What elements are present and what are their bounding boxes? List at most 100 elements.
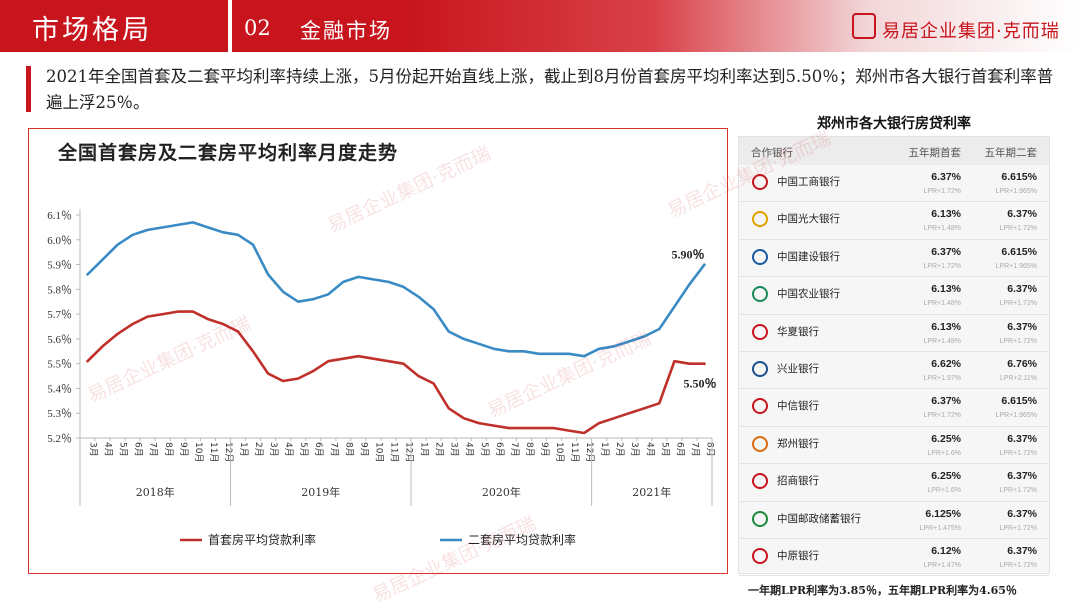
second-home-lpr: LPR+1.965% bbox=[995, 188, 1037, 195]
x-tick-label: 8月 bbox=[524, 442, 535, 457]
bank-name: 华夏银行 bbox=[777, 325, 819, 338]
x-tick-label: 4月 bbox=[464, 442, 475, 457]
x-tick-label: 12月 bbox=[584, 442, 595, 462]
x-tick-label: 11月 bbox=[388, 442, 399, 462]
bank-name: 中国光大银行 bbox=[777, 213, 840, 226]
second-home-rate: 6.37% bbox=[1007, 320, 1037, 333]
zzbank-logo-icon bbox=[752, 435, 768, 452]
psbc-logo-icon bbox=[752, 510, 768, 527]
year-label: 2018年 bbox=[136, 485, 175, 499]
first-home-lpr: LPR+1.72% bbox=[923, 262, 961, 270]
legend-label: 首套房平均贷款利率 bbox=[208, 532, 316, 547]
x-tick-label: 3月 bbox=[268, 442, 279, 457]
y-tick-label: 5.2％ bbox=[47, 433, 72, 445]
abc-logo-icon bbox=[752, 286, 768, 303]
year-label: 2020年 bbox=[482, 485, 521, 499]
bank-name: 中国邮政储蓄银行 bbox=[777, 512, 861, 525]
zybank-logo-icon bbox=[752, 548, 768, 564]
bank-row: 中国邮政储蓄银行 6.125% LPR+1.475% 6.37% LPR+1.72% bbox=[739, 502, 1049, 539]
bank-row: 中信银行 6.37% LPR+1.72% 6.615% LPR+1.965% bbox=[739, 389, 1049, 427]
second-home-rate: 6.37% bbox=[1007, 283, 1037, 296]
second-home-rate: 6.37% bbox=[1007, 545, 1037, 557]
section-header-band bbox=[0, 0, 228, 52]
x-tick-label: 4月 bbox=[103, 442, 114, 457]
second-home-lpr: LPR+2.11% bbox=[999, 375, 1037, 382]
bank-row: 中国光大银行 6.13% LPR+1.48% 6.37% LPR+1.72% bbox=[739, 202, 1049, 240]
second-home-lpr: LPR+1.965% bbox=[995, 412, 1037, 420]
x-tick-label: 11月 bbox=[208, 442, 219, 462]
y-tick-label: 6.0％ bbox=[47, 235, 72, 247]
x-tick-label: 3月 bbox=[629, 442, 640, 457]
y-tick-label: 5.8％ bbox=[47, 284, 72, 296]
first-home-lpr: LPR+1.6% bbox=[927, 487, 961, 495]
cib-logo-icon bbox=[752, 361, 768, 377]
x-tick-label: 10月 bbox=[554, 442, 565, 462]
first-home-rate: 6.37% bbox=[931, 171, 961, 183]
x-tick-label: 5月 bbox=[659, 442, 670, 457]
bank-name: 兴业银行 bbox=[777, 363, 819, 375]
ccb-logo-icon bbox=[752, 248, 768, 265]
brand-name: 易居企业集团·克而瑞 bbox=[882, 21, 1060, 42]
bank-name: 中原银行 bbox=[777, 550, 819, 562]
x-tick-label: 6月 bbox=[494, 442, 505, 457]
second-home-lpr: LPR+1.72% bbox=[999, 300, 1037, 308]
first-home-rate: 6.13% bbox=[931, 283, 961, 296]
y-tick-label: 5.4％ bbox=[47, 383, 72, 395]
first-home-rate: 6.13% bbox=[931, 208, 961, 221]
x-tick-label: 4月 bbox=[644, 442, 655, 457]
chart-panel bbox=[28, 128, 728, 574]
section-title: 市场格局 bbox=[32, 15, 152, 46]
bank-rate-table: 合作银行 五年期首套 五年期二套 中国工商银行 6.37% LPR+1.72% 6.6… bbox=[738, 136, 1050, 577]
bank-name: 中信银行 bbox=[777, 400, 819, 413]
second-home-rate: 6.615% bbox=[1001, 395, 1037, 408]
bank-name: 中国农业银行 bbox=[777, 288, 840, 301]
y-tick-label: 5.6％ bbox=[47, 334, 72, 346]
first-home-lpr: LPR+1.97% bbox=[923, 375, 961, 382]
x-tick-label: 8月 bbox=[343, 442, 354, 457]
bank-row: 中原银行 6.12% LPR+1.47% 6.37% LPR+1.72% bbox=[739, 539, 1049, 577]
hxb-logo-icon bbox=[752, 323, 768, 340]
first-home-rate: 6.37% bbox=[931, 245, 961, 258]
first-home-lpr: LPR+1.475% bbox=[919, 524, 961, 532]
x-tick-label: 6月 bbox=[674, 442, 685, 457]
x-tick-label: 10月 bbox=[193, 442, 204, 462]
second-home-rate: 6.37% bbox=[1007, 507, 1037, 520]
x-tick-label: 7月 bbox=[328, 442, 339, 457]
x-tick-label: 9月 bbox=[539, 442, 550, 457]
icbc-logo-icon bbox=[752, 174, 768, 190]
x-tick-label: 2月 bbox=[614, 442, 625, 457]
first-home-rate: 6.13% bbox=[931, 320, 961, 333]
first-home-rate: 6.25% bbox=[931, 470, 961, 483]
x-tick-label: 5月 bbox=[298, 442, 309, 457]
x-tick-label: 7月 bbox=[689, 442, 700, 457]
header-second-home: 五年期二套 bbox=[984, 147, 1038, 159]
x-tick-label: 3月 bbox=[449, 442, 460, 457]
first-home-lpr: LPR+1.48% bbox=[923, 225, 961, 233]
x-tick-label: 1月 bbox=[599, 442, 610, 457]
x-tick-label: 5月 bbox=[118, 442, 129, 457]
legend-label: 二套房平均贷款利率 bbox=[468, 532, 576, 547]
section-number: 02 bbox=[244, 16, 271, 40]
bank-row: 中国工商银行 6.37% LPR+1.72% 6.615% LPR+1.965% bbox=[739, 165, 1049, 203]
x-tick-label: 6月 bbox=[133, 442, 144, 457]
brand-logo-icon bbox=[852, 13, 876, 39]
first-home-lpr: LPR+1.6% bbox=[927, 449, 961, 457]
second-home-rate: 6.615% bbox=[1001, 171, 1037, 183]
bank-row: 郑州银行 6.25% LPR+1.6% 6.37% LPR+1.72% bbox=[739, 427, 1049, 465]
x-tick-label: 9月 bbox=[178, 442, 189, 457]
second-home-lpr: LPR+1.72% bbox=[999, 225, 1037, 233]
x-tick-label: 8月 bbox=[163, 442, 174, 457]
bank-row: 中国建设银行 6.37% LPR+1.72% 6.615% LPR+1.965% bbox=[739, 240, 1049, 278]
second-home-rate: 6.37% bbox=[1007, 208, 1037, 221]
second-home-lpr: LPR+1.72% bbox=[999, 337, 1037, 345]
first-home-lpr: LPR+1.72% bbox=[923, 412, 961, 420]
x-tick-label: 7月 bbox=[509, 442, 520, 457]
x-tick-label: 11月 bbox=[569, 442, 580, 462]
bank-name: 招商银行 bbox=[777, 475, 819, 488]
x-tick-label: 5月 bbox=[479, 442, 490, 457]
header-first-home: 五年期首套 bbox=[908, 147, 962, 159]
x-tick-label: 1月 bbox=[238, 442, 249, 457]
first-home-rate: 6.37% bbox=[931, 395, 961, 408]
second-home-lpr: LPR+1.72% bbox=[999, 449, 1037, 457]
bank-row: 兴业银行 6.62% LPR+1.97% 6.76% LPR+2.11% bbox=[739, 352, 1049, 390]
